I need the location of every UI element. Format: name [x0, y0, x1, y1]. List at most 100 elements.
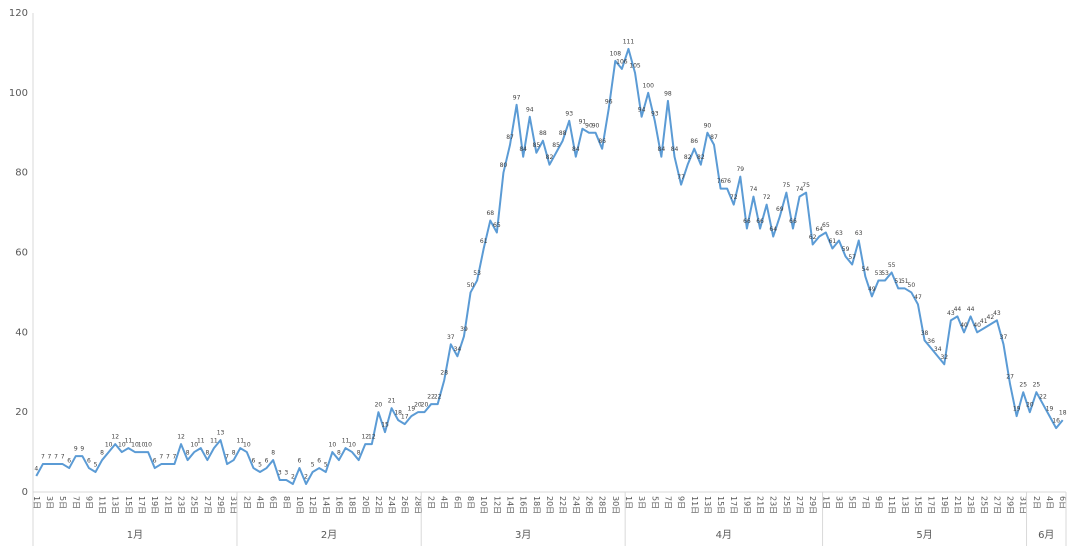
data-label: 6: [298, 458, 302, 465]
data-label: 85: [552, 142, 560, 149]
x-tick-label: 12日: [308, 496, 317, 514]
x-tick-label: 25日: [979, 496, 988, 514]
data-label: 90: [704, 122, 712, 129]
data-label: 19: [408, 406, 416, 413]
x-tick-label: 19日: [742, 496, 751, 514]
data-label: 75: [783, 182, 791, 189]
data-label: 106: [616, 58, 628, 65]
data-label: 20: [414, 402, 422, 409]
x-tick-label: 13日: [900, 496, 909, 514]
data-label: 18: [394, 410, 402, 417]
x-tick-label: 14日: [321, 496, 330, 514]
data-label: 7: [159, 454, 163, 461]
x-tick-label: 21日: [756, 496, 765, 514]
data-label: 91: [579, 118, 587, 125]
data-label: 5: [94, 462, 98, 469]
data-label: 7: [54, 454, 58, 461]
data-label: 11: [236, 438, 244, 445]
data-label: 38: [921, 330, 929, 337]
data-label: 8: [271, 450, 275, 457]
data-label: 54: [862, 266, 870, 273]
data-label: 20: [1026, 402, 1034, 409]
data-label: 12: [111, 434, 119, 441]
data-label: 64: [815, 226, 823, 233]
data-label: 66: [743, 218, 751, 225]
x-tick-label: 15日: [124, 496, 133, 514]
data-label: 22: [1039, 394, 1047, 401]
data-label: 53: [881, 270, 889, 277]
data-label: 72: [730, 194, 738, 201]
data-label: 61: [829, 238, 837, 245]
x-tick-label: 29日: [808, 496, 817, 514]
x-tick-label: 30日: [611, 496, 620, 514]
data-label: 7: [166, 454, 170, 461]
data-label: 55: [888, 262, 896, 269]
data-label: 15: [381, 422, 389, 429]
data-label: 3: [278, 470, 282, 477]
data-label: 62: [809, 234, 817, 241]
group-label: 4月: [716, 529, 732, 541]
x-tick-label: 27日: [203, 496, 212, 514]
x-tick-label: 3日: [637, 496, 646, 509]
x-tick-label: 24日: [387, 496, 396, 514]
x-tick-label: 16日: [334, 496, 343, 514]
data-label: 6: [87, 458, 91, 465]
data-label: 9: [74, 446, 78, 453]
data-label: 7: [48, 454, 52, 461]
data-label: 82: [697, 154, 705, 161]
y-tick-label: 0: [22, 487, 28, 498]
data-label: 2: [291, 474, 295, 481]
x-tick-label: 22日: [558, 496, 567, 514]
data-label: 100: [642, 82, 654, 89]
x-tick-label: 5日: [58, 496, 67, 509]
data-label: 65: [822, 222, 830, 229]
data-label: 2: [304, 474, 308, 481]
data-label: 94: [638, 106, 646, 113]
x-tick-label: 28日: [413, 496, 422, 514]
data-label: 5: [311, 462, 315, 469]
data-line: [35, 47, 1064, 486]
data-label: 63: [835, 230, 843, 237]
x-tick-label: 24日: [571, 496, 580, 514]
x-tick-label: 15日: [716, 496, 725, 514]
data-label: 84: [572, 146, 580, 153]
data-label: 47: [914, 294, 922, 301]
data-label: 18: [1059, 410, 1067, 417]
x-tick-label: 17日: [729, 496, 738, 514]
x-tick-label: 9日: [677, 496, 686, 509]
data-label: 11: [342, 438, 350, 445]
x-tick-label: 11日: [98, 496, 107, 514]
x-tick-label: 4日: [1045, 496, 1054, 509]
x-tick-label: 1日: [624, 496, 633, 509]
y-tick-label: 80: [15, 168, 28, 179]
x-tick-label: 23日: [177, 496, 186, 514]
x-tick-label: 11日: [690, 496, 699, 514]
data-label: 93: [565, 110, 573, 117]
x-tick-label: 7日: [861, 496, 870, 509]
data-label: 84: [671, 146, 679, 153]
x-tick-label: 8日: [282, 496, 291, 509]
data-label: 105: [629, 62, 641, 69]
data-label: 34: [454, 346, 462, 353]
data-label: 68: [486, 210, 494, 217]
x-tick-label: 17日: [927, 496, 936, 514]
data-label: 11: [125, 438, 133, 445]
data-label: 76: [723, 178, 731, 185]
data-label: 49: [868, 286, 876, 293]
x-tick-label: 23日: [966, 496, 975, 514]
x-tick-label: 4日: [255, 496, 264, 509]
data-label: 51: [901, 278, 909, 285]
x-tick-label: 16日: [519, 496, 528, 514]
x-tick-label: 13日: [111, 496, 120, 514]
data-label: 10: [144, 442, 152, 449]
data-label: 7: [225, 454, 229, 461]
y-tick-label: 100: [9, 88, 28, 99]
data-label: 36: [927, 338, 935, 345]
data-label: 69: [776, 206, 784, 213]
data-label: 82: [684, 154, 692, 161]
x-tick-label: 21日: [163, 496, 172, 514]
data-label: 88: [559, 130, 567, 137]
data-label: 108: [610, 50, 622, 57]
data-label: 90: [592, 122, 600, 129]
